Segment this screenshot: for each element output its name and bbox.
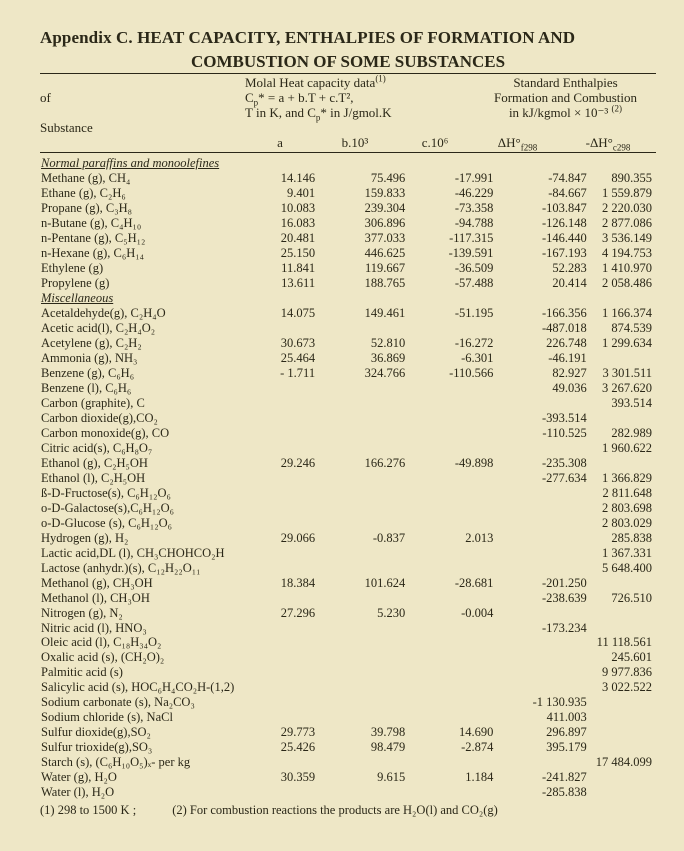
col-h1: ΔH°f298 (475, 136, 560, 151)
table-row: Carbon monoxide(g), CO-110.525282.989 (40, 426, 656, 441)
table-row: Ethane (g), C₂H₆9.401159.833-46.229-84.6… (40, 185, 656, 200)
table-row: Citric acid(s), C₆H₈O₇1 960.622 (40, 441, 656, 456)
hdr-formula-1: Cp* = a + b.T + c.T², (245, 90, 354, 105)
hdr-formula-2: T in K, and Cp* in J/gmol.K (245, 105, 392, 120)
col-h2: -ΔH°c298 (560, 136, 656, 151)
table-row: Acetaldehyde(g), C₂H₄O14.075149.461-51.1… (40, 306, 656, 321)
table-row: Sodium chloride (s), NaCl411.003 (40, 710, 656, 725)
table-row: Methanol (g), CH₃OH18.384101.624-28.681-… (40, 575, 656, 590)
table-row: Salicylic acid (s), HOC₆H₄CO₂H-(1,2)3 02… (40, 680, 656, 695)
table-row: Nitric acid (l), HNO₃-173.234 (40, 620, 656, 635)
hdr-std3: in kJ/kgmol × 10⁻³ (509, 105, 612, 120)
table-row: n-Butane (g), C₄H₁₀16.083306.896-94.788-… (40, 215, 656, 230)
section-header: Miscellaneous (40, 290, 656, 306)
table-row: ß-D-Fructose(s), C₆H₁₂O₆2 811.648 (40, 486, 656, 501)
col-a: a (245, 136, 315, 151)
table-row: Propylene (g)13.611188.765-57.48820.4142… (40, 275, 656, 290)
footnotes: (1) 298 to 1500 K ; (2) For combustion r… (40, 803, 656, 817)
footnote-1: (1) 298 to 1500 K ; (40, 803, 136, 817)
section-header: Normal paraffins and monoolefines (40, 155, 656, 171)
hdr-molal: Molal Heat capacity data (245, 75, 375, 90)
table-row: Carbon (graphite), C393.514 (40, 396, 656, 411)
title-line1: Appendix C. HEAT CAPACITY, ENTHALPIES OF… (40, 28, 656, 48)
table-row: Propane (g), C₃H₈10.083239.304-73.358-10… (40, 200, 656, 215)
data-table: Normal paraffins and monoolefinesMethane… (40, 155, 656, 800)
table-row: Acetic acid(l), C₂H₄O₂-487.018874.539 (40, 321, 656, 336)
title-line2: COMBUSTION OF SOME SUBSTANCES (40, 52, 656, 75)
hdr-std: Standard Enthalpies (513, 75, 617, 90)
table-row: Sulfur dioxide(g),SO₂29.77339.79814.6902… (40, 725, 656, 740)
hdr-of: of (40, 90, 51, 105)
table-row: Sulfur trioxide(g),SO₃25.42698.479-2.874… (40, 740, 656, 755)
table-row: Oleic acid (l), C₁₈H₃₄O₂11 118.561 (40, 635, 656, 650)
table-row: Water (g), H₂O30.3599.6151.184-241.827 (40, 770, 656, 785)
table-row: Lactic acid,DL (l), CH₃CHOHCO₂H1 367.331 (40, 545, 656, 560)
table-row: Hydrogen (g), H₂29.066-0.8372.013285.838 (40, 530, 656, 545)
table-row: Ammonia (g), NH₃25.46436.869-6.301-46.19… (40, 351, 656, 366)
col-b: b.10³ (315, 136, 395, 151)
hdr-sup2: (2) (612, 104, 623, 114)
table-row: Ethylene (g)11.841119.667-36.50952.2831 … (40, 260, 656, 275)
table-row: Nitrogen (g), N₂27.2965.230-0.004 (40, 605, 656, 620)
header-block: of Substance Molal Heat capacity data(1)… (40, 76, 656, 136)
table-row: Methane (g), CH₄14.14675.496-17.991-74.8… (40, 170, 656, 185)
table-row: n-Hexane (g), C₆H₁₄25.150446.625-139.591… (40, 245, 656, 260)
table-row: Sodium carbonate (s), Na₂CO₃-1 130.935 (40, 695, 656, 710)
table-row: Oxalic acid (s), (CH₂O)₂245.601 (40, 650, 656, 665)
hdr-substance: Substance (40, 120, 93, 135)
table-row: Lactose (anhydr.)(s), C₁₂H₂₂O₁₁5 648.400 (40, 560, 656, 575)
table-row: Carbon dioxide(g),CO₂-393.514 (40, 411, 656, 426)
table-row: Benzene (l), C₆H₆49.0363 267.620 (40, 381, 656, 396)
table-row: Ethanol (l), C₂H₅OH-277.6341 366.829 (40, 471, 656, 486)
table-row: Starch (s), (C₆H₁₀O₅)ₓ- per kg17 484.099 (40, 755, 656, 770)
table-row: o-D-Galactose(s),C₆H₁₂O₆2 803.698 (40, 500, 656, 515)
table-row: n-Pentane (g), C₅H₁₂20.481377.033-117.31… (40, 230, 656, 245)
col-c: c.10⁶ (395, 136, 475, 151)
table-row: o-D-Glucose (s), C₆H₁₂O₆2 803.029 (40, 515, 656, 530)
table-row: Palmitic acid (s)9 977.836 (40, 665, 656, 680)
hdr-sup1: (1) (375, 74, 386, 84)
footnote-2: (2) For combustion reactions the product… (172, 803, 498, 817)
column-headers: a b.10³ c.10⁶ ΔH°f298 -ΔH°c298 (40, 136, 656, 153)
table-row: Benzene (g), C₆H₆- 1.711324.766-110.5668… (40, 366, 656, 381)
table-row: Water (l), H₂O-285.838 (40, 785, 656, 800)
table-row: Ethanol (g), C₂H₅OH29.246166.276-49.898-… (40, 456, 656, 471)
table-row: Methanol (l), CH₃OH-238.639726.510 (40, 590, 656, 605)
table-row: Acetylene (g), C₂H₂30.67352.810-16.27222… (40, 336, 656, 351)
